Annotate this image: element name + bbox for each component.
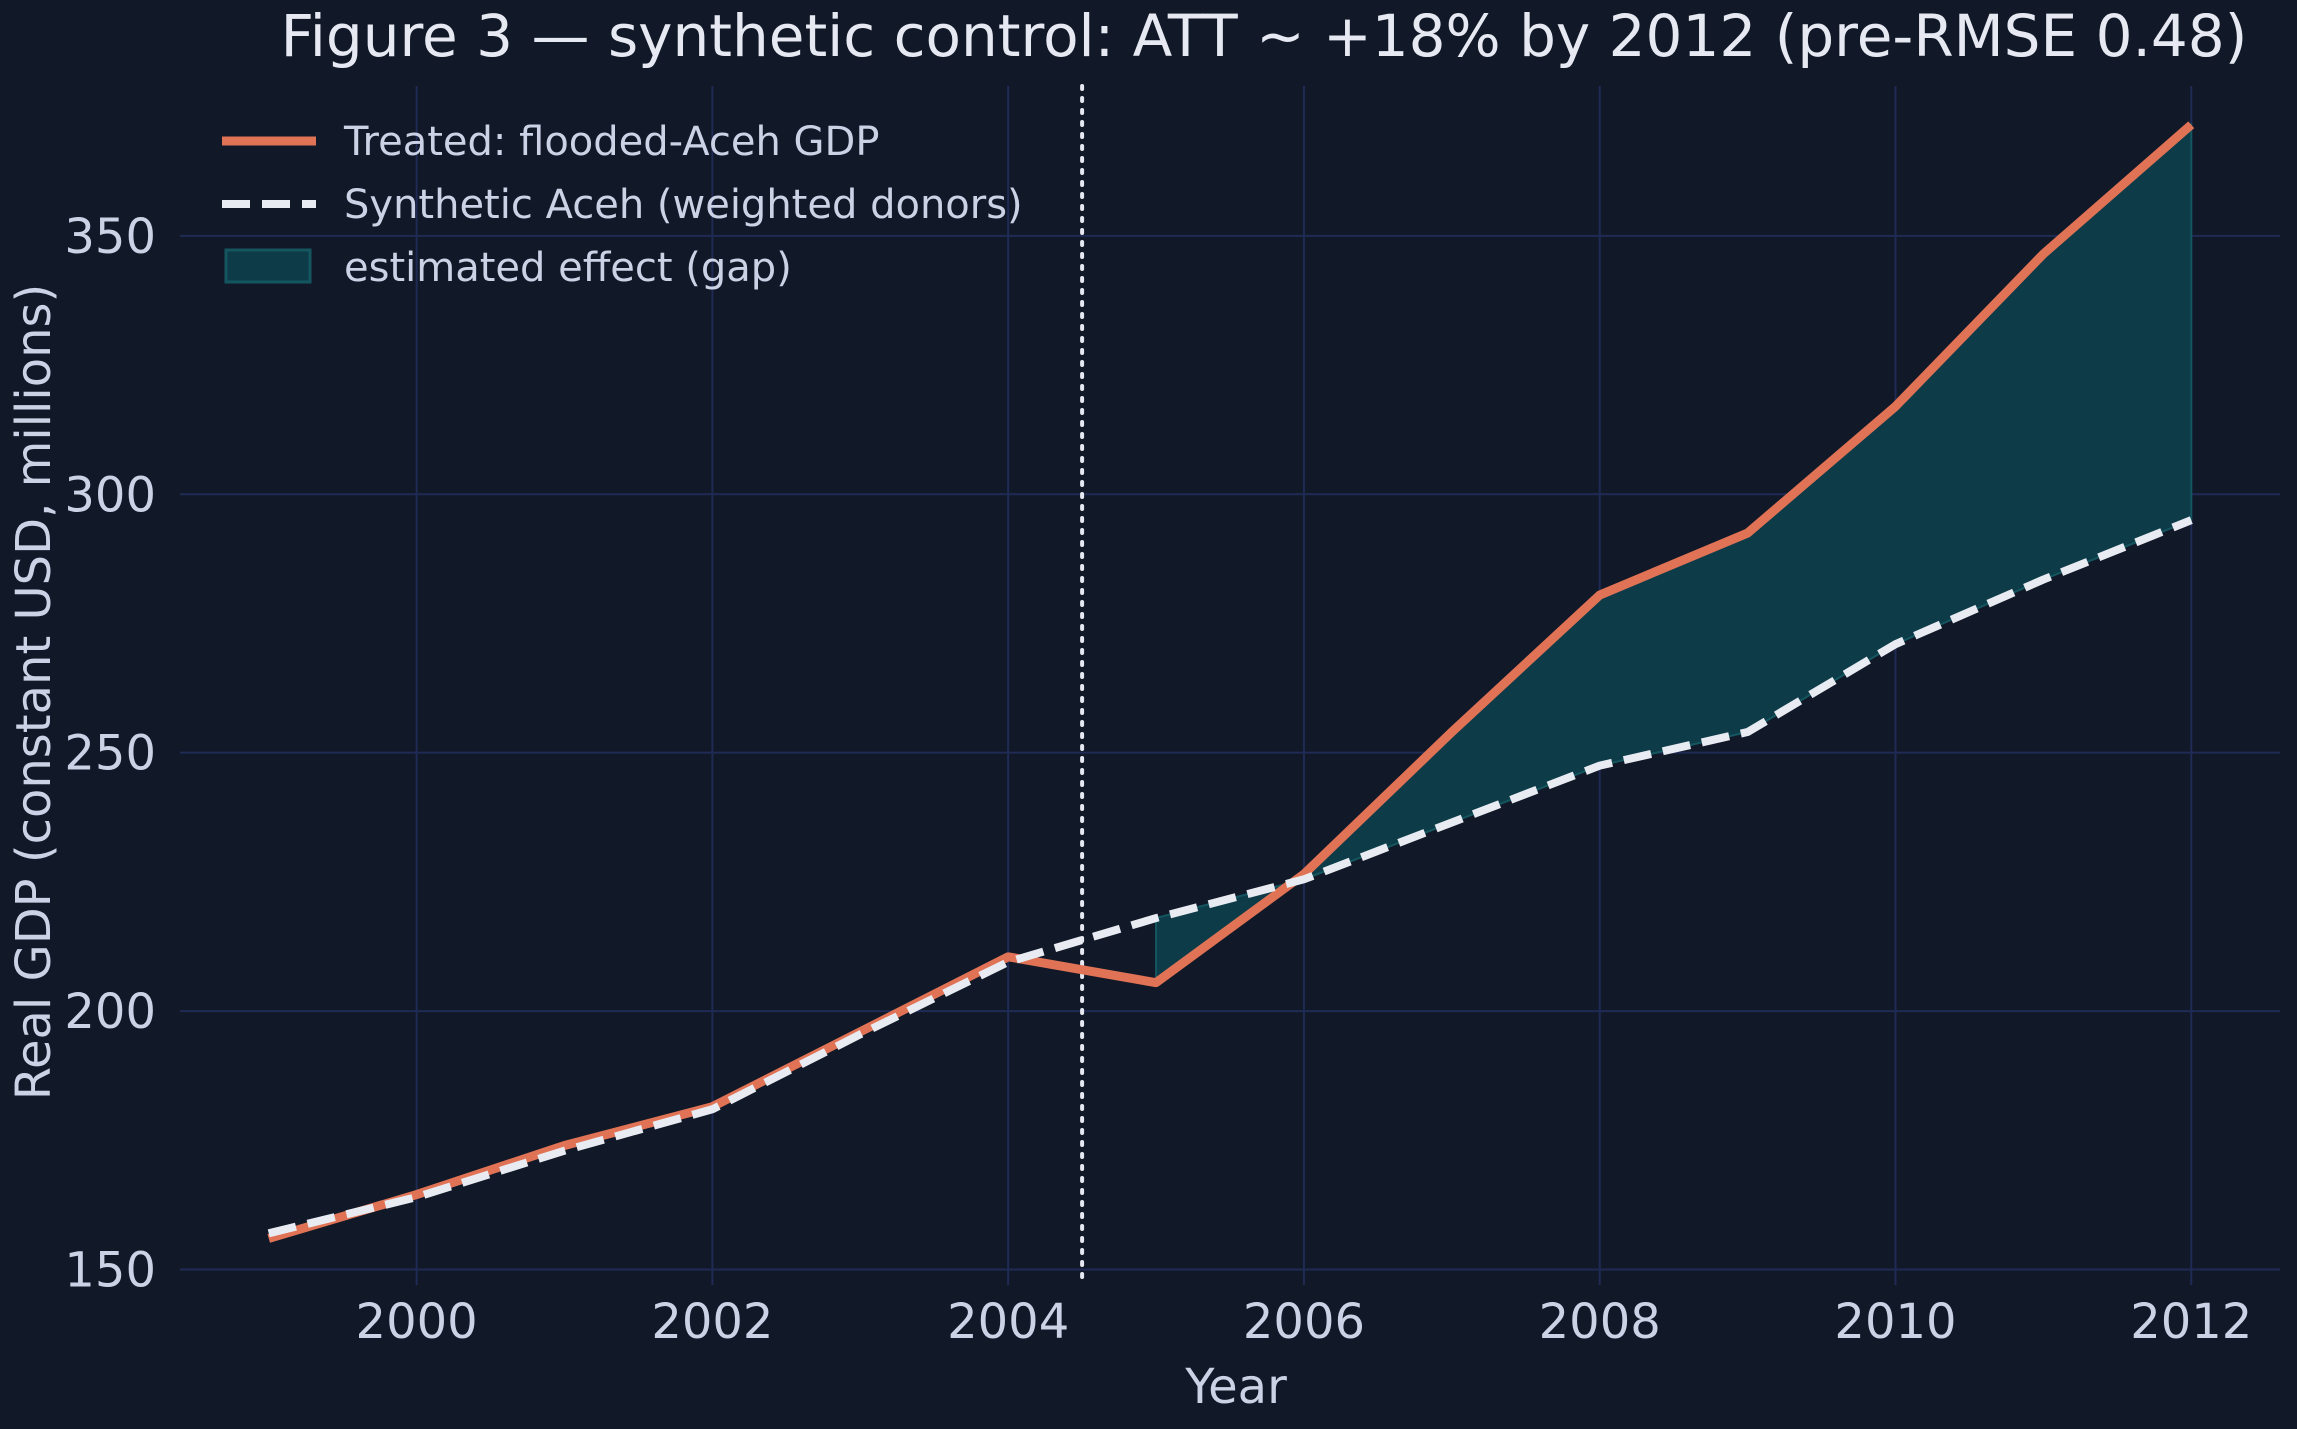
legend-label-synthetic: Synthetic Aceh (weighted donors): [344, 182, 1023, 228]
x-tick-label: 2010: [1834, 1294, 1956, 1350]
y-tick-label: 300: [64, 467, 156, 523]
series-layer: [267, 121, 2195, 1243]
x-tick-label: 2000: [356, 1294, 478, 1350]
x-tick-label: 2002: [651, 1294, 773, 1350]
y-tick-labels: 150 200 250 300 350: [64, 209, 156, 1299]
y-tick-label: 250: [64, 726, 156, 782]
x-tick-label: 2012: [2130, 1294, 2252, 1350]
x-axis-label: Year: [1184, 1359, 1287, 1415]
x-tick-label: 2006: [1243, 1294, 1365, 1350]
x-tick-label: 2008: [1539, 1294, 1661, 1350]
legend-label-gap: estimated effect (gap): [344, 245, 792, 291]
synthetic-series-line: [267, 516, 2193, 1238]
y-axis-label: Real GDP (constant USD, millions): [6, 284, 62, 1100]
treated-series-line: [267, 121, 2195, 1243]
chart-title: Figure 3 — synthetic control: ATT ~ +18%…: [281, 2, 2248, 70]
y-tick-label: 350: [64, 209, 156, 265]
x-tick-labels: 2000 2002 2004 2006 2008 2010 2012: [356, 1294, 2253, 1350]
legend-swatch-gap: [224, 248, 312, 284]
legend: Treated: flooded-Aceh GDP Synthetic Aceh…: [222, 119, 1023, 291]
legend-label-treated: Treated: flooded-Aceh GDP: [343, 119, 879, 165]
y-tick-label: 150: [64, 1242, 156, 1298]
x-tick-label: 2004: [947, 1294, 1069, 1350]
y-tick-label: 200: [64, 984, 156, 1040]
gap-area: [1155, 122, 2193, 985]
